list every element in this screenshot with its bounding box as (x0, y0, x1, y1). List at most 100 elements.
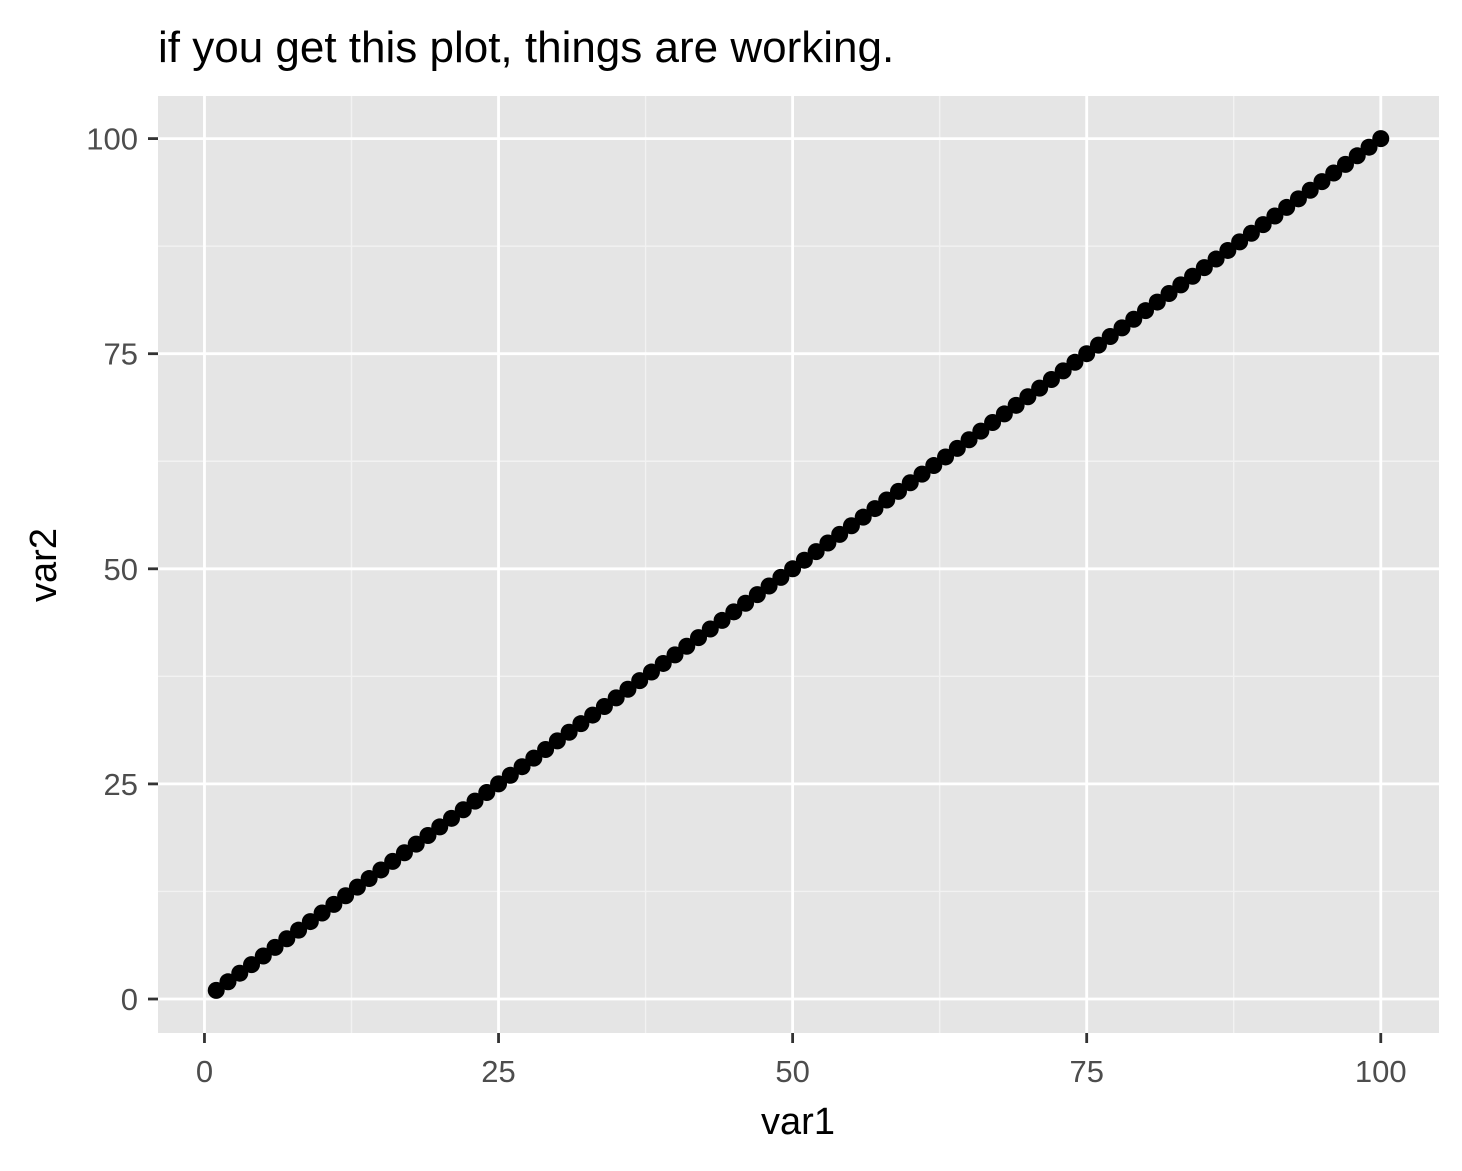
data-point (1089, 336, 1107, 354)
x-axis: 0 25 50 75 100 (196, 1033, 1407, 1089)
data-point (266, 938, 284, 956)
x-tick-label: 75 (1069, 1054, 1103, 1089)
data-point (1278, 198, 1296, 216)
y-axis: 0 25 50 75 100 (86, 122, 158, 1017)
data-point (948, 439, 966, 457)
data-point (1172, 276, 1190, 294)
data-point (560, 723, 578, 741)
data-point (1137, 302, 1155, 320)
data-point (913, 465, 931, 483)
data-point (1336, 155, 1354, 173)
data-point (878, 491, 896, 509)
y-tick-label: 50 (104, 552, 138, 587)
data-point (384, 852, 402, 870)
y-tick-label: 0 (121, 982, 138, 1017)
data-point (666, 646, 684, 664)
data-point (501, 766, 519, 784)
data-point (925, 457, 943, 475)
data-point (1054, 362, 1072, 380)
data-point (301, 913, 319, 931)
data-point (325, 895, 343, 913)
data-point (642, 663, 660, 681)
data-point (207, 981, 225, 999)
data-point (984, 414, 1002, 432)
data-point (1125, 310, 1143, 328)
data-point (1101, 327, 1119, 345)
data-point (466, 792, 484, 810)
data-point (1348, 147, 1366, 165)
data-point (1372, 130, 1390, 148)
data-point (1301, 181, 1319, 199)
data-point (795, 551, 813, 569)
data-point (701, 620, 719, 638)
data-point (442, 809, 460, 827)
data-point (407, 835, 425, 853)
data-point (972, 422, 990, 440)
data-point (219, 973, 237, 991)
y-tick-label: 75 (104, 337, 138, 372)
data-point (313, 904, 331, 922)
x-tick-label: 100 (1355, 1054, 1407, 1089)
data-point (1254, 216, 1272, 234)
data-point (454, 801, 472, 819)
x-tick-label: 25 (481, 1054, 515, 1089)
data-point (1019, 388, 1037, 406)
data-point (748, 586, 766, 604)
data-point (431, 818, 449, 836)
data-point (595, 697, 613, 715)
data-point (995, 405, 1013, 423)
data-point (784, 560, 802, 578)
data-point (1219, 241, 1237, 259)
data-point (419, 827, 437, 845)
data-point (584, 706, 602, 724)
data-point (866, 500, 884, 518)
data-point (337, 887, 355, 905)
data-point (619, 680, 637, 698)
data-point (1242, 224, 1260, 242)
data-point (1007, 396, 1025, 414)
data-point (1113, 319, 1131, 337)
data-points (207, 130, 1390, 999)
data-point (254, 947, 272, 965)
data-point (690, 629, 708, 647)
data-point (937, 448, 955, 466)
chart-title: if you get this plot, things are working… (158, 23, 894, 72)
data-point (348, 878, 366, 896)
data-point (548, 732, 566, 750)
data-point (243, 956, 261, 974)
data-point (1266, 207, 1284, 225)
data-point (1360, 138, 1378, 156)
data-point (1148, 293, 1166, 311)
data-point (490, 775, 508, 793)
data-point (1184, 267, 1202, 285)
data-point (725, 603, 743, 621)
data-point (889, 482, 907, 500)
x-axis-label: var1 (761, 1101, 835, 1143)
x-tick-label: 50 (775, 1054, 809, 1089)
data-point (1031, 379, 1049, 397)
data-point (525, 749, 543, 767)
data-point (842, 517, 860, 535)
data-point (678, 637, 696, 655)
data-point (1231, 233, 1249, 251)
data-point (360, 870, 378, 888)
data-point (737, 594, 755, 612)
data-point (1078, 345, 1096, 363)
data-point (513, 758, 531, 776)
data-point (854, 508, 872, 526)
y-tick-label: 25 (104, 767, 138, 802)
data-point (713, 611, 731, 629)
data-point (1195, 259, 1213, 277)
data-point (807, 543, 825, 561)
data-point (960, 431, 978, 449)
data-point (772, 568, 790, 586)
data-point (654, 654, 672, 672)
data-point (607, 689, 625, 707)
data-point (372, 861, 390, 879)
data-point (1289, 190, 1307, 208)
data-point (537, 740, 555, 758)
data-point (1207, 250, 1225, 268)
data-point (278, 930, 296, 948)
